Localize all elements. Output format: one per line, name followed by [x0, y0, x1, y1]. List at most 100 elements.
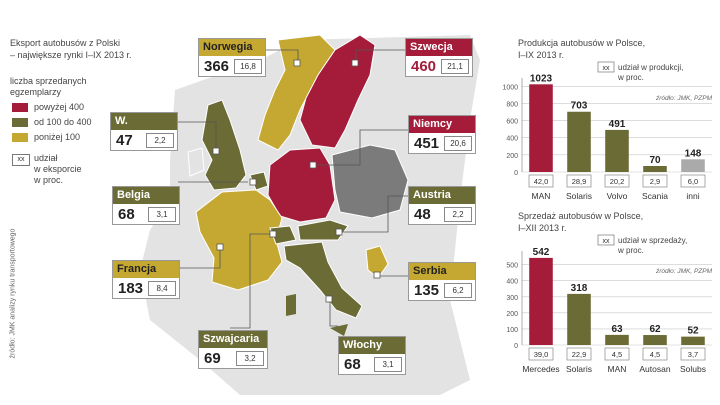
chart1-category-label-1: Solaris [566, 191, 592, 201]
chart1-category-label-4: inni [686, 191, 699, 201]
chart2-share-box-0 [528, 347, 554, 361]
card-belgium: Belgia 68 3,1 [112, 186, 180, 225]
chart1-ytick-1: 200 [506, 153, 518, 160]
chart1-ytick-2: 400 [506, 136, 518, 143]
chart1-bar-3 [643, 166, 667, 172]
chart2-share-box-4 [680, 347, 706, 361]
europe-map [140, 34, 480, 395]
card-sweden-name: Szwecja [406, 39, 472, 56]
card-france-name: Francja [113, 261, 179, 278]
chart1-svg: 0 200 400 600 800 1000 xx udział w produkcji,w … [502, 61, 713, 201]
chart2-ytick-4: 400 [506, 279, 518, 286]
chart2-ytick-2: 200 [506, 311, 518, 318]
chart2-share-label-0: 39,0 [534, 350, 549, 359]
card-uk-value: 47 [116, 132, 133, 149]
chart1-share-label-3: 2,9 [650, 177, 660, 186]
marker-france [216, 243, 224, 251]
chart1-value-label-1: 703 [571, 101, 588, 112]
leader-france [178, 248, 221, 269]
card-austria-share: 2,2 [444, 207, 472, 222]
chart2-share-label-1: 22,9 [572, 350, 587, 359]
chart2-share-label-4: 3,7 [688, 350, 698, 359]
card-germany: Niemcy 451 20,6 [408, 115, 476, 154]
card-italy-share: 3,1 [374, 357, 402, 372]
country-poland [331, 144, 409, 219]
legend-title-line-2: egzemplarzy [10, 87, 62, 97]
chart2-share-label-3: 4,5 [650, 350, 660, 359]
chart1-share-box-1 [566, 174, 592, 188]
chart2-ytick-1: 100 [506, 327, 518, 334]
card-germany-name: Niemcy [409, 116, 475, 133]
chart2-bar-1 [567, 293, 591, 345]
chart1-share-box-4 [680, 174, 706, 188]
chart2-category-label-2: MAN [608, 364, 627, 374]
chart1-ytick-0: 0 [514, 170, 518, 177]
card-serbia-name: Serbia [409, 263, 475, 280]
card-austria-name: Austria [409, 187, 475, 204]
card-austria: Austria 48 2,2 [408, 186, 476, 225]
chart1-bar-4 [681, 159, 705, 172]
chart1-share-box-3 [642, 174, 668, 188]
card-sweden-share: 21,1 [441, 59, 469, 74]
chart1-legend-xx-label: xx [603, 65, 611, 72]
marker-uk [212, 147, 220, 155]
card-germany-share: 20,6 [444, 136, 472, 151]
chart1-ytick-3: 600 [506, 119, 518, 126]
chart1-share-box-2 [604, 174, 630, 188]
card-uk-share: 2,2 [146, 133, 174, 148]
card-serbia: Serbia 135 6,2 [408, 262, 476, 301]
chart2-bar-3 [643, 335, 667, 345]
chart1-share-box-0 [528, 174, 554, 188]
marker-austria [335, 228, 343, 236]
chart1-share-label-1: 28,9 [572, 177, 587, 186]
card-germany-value: 451 [414, 135, 440, 152]
chart1-category-label-2: Volvo [607, 191, 628, 201]
chart1-value-label-3: 70 [649, 155, 661, 166]
chart2-ytick-0: 0 [514, 343, 518, 350]
chart1-bar-0 [529, 84, 553, 172]
card-italy: Włochy 68 3,1 [338, 336, 406, 375]
chart2-title: Sprzedaż autobusów w Polsce, [518, 211, 644, 221]
country-serbia [365, 245, 389, 279]
legend-title-line-1: liczba sprzedanych [10, 76, 87, 86]
chart2-ytick-3: 300 [506, 295, 518, 302]
marker-germany [309, 161, 317, 169]
chart2-category-label-1: Solaris [566, 364, 592, 374]
country-austria [297, 219, 349, 241]
chart2-legend-xx-label: xx [603, 238, 611, 245]
country-norway [257, 34, 336, 151]
chart1-bar-2 [605, 129, 629, 172]
island-sardinia [286, 294, 296, 316]
chart1-share-label-0: 42,0 [534, 177, 549, 186]
chart1-legend-text-1: w proc. [617, 73, 644, 82]
chart1-title: Produkcja autobusów w Polsce, [518, 38, 646, 48]
legend-label-red: powyżej 400 [34, 102, 85, 112]
chart2-share-box-3 [642, 347, 668, 361]
chart2-share-label-2: 4,5 [612, 350, 622, 359]
card-switzerland-share: 3,2 [236, 351, 264, 366]
card-belgium-value: 68 [118, 206, 135, 223]
map-subtitle: – największe rynki I–IX 2013 r. [10, 50, 132, 60]
card-belgium-share: 3,1 [148, 207, 176, 222]
chart1-subtitle: I–IX 2013 r. [518, 50, 565, 60]
card-norway-name: Norwegia [199, 39, 265, 56]
country-switzerland [269, 225, 297, 245]
island-sicily [330, 324, 348, 336]
chart1-ytick-4: 800 [506, 101, 518, 108]
card-italy-value: 68 [344, 356, 361, 373]
legend-swatch-olive [12, 118, 28, 127]
leader-norway [262, 49, 299, 62]
legend-label-olive: od 100 do 400 [34, 117, 92, 127]
marker-norway [293, 59, 301, 67]
card-norway-share: 16,8 [234, 59, 262, 74]
card-switzerland: Szwajcaria 69 3,2 [198, 330, 268, 369]
country-italy [283, 241, 363, 319]
legend-label-gold: poniżej 100 [34, 132, 81, 142]
leader-austria [340, 195, 408, 233]
leader-germany [314, 129, 408, 166]
card-belgium-name: Belgia [113, 187, 179, 204]
card-austria-value: 48 [414, 206, 431, 223]
chart2-category-label-4: Solubs [680, 364, 706, 374]
country-uk [201, 99, 247, 191]
card-italy-name: Włochy [339, 337, 405, 354]
